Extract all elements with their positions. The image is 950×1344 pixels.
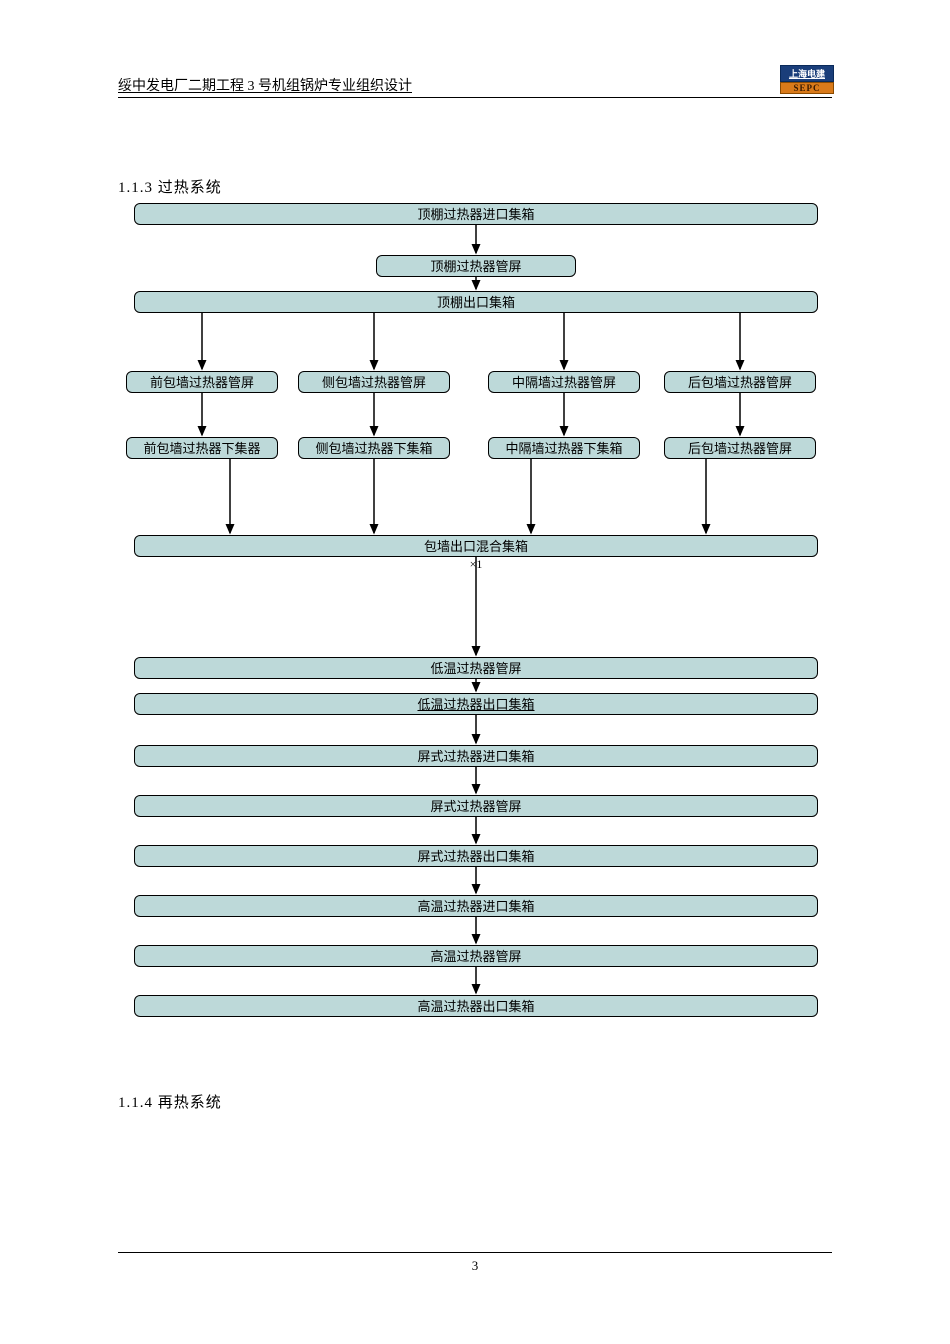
footer-rule bbox=[118, 1252, 832, 1253]
header-title: 绥中发电厂二期工程 3 号机组锅炉专业组织设计 bbox=[118, 75, 412, 95]
arrow-layer bbox=[126, 203, 826, 1073]
flow-node: 中隔墙过热器下集箱 bbox=[488, 437, 640, 459]
flow-node: 侧包墙过热器管屏 bbox=[298, 371, 450, 393]
page-header: 绥中发电厂二期工程 3 号机组锅炉专业组织设计 上海电建 SEPC bbox=[118, 75, 832, 98]
flow-node: 屏式过热器出口集箱 bbox=[134, 845, 818, 867]
flow-node: 屏式过热器管屏 bbox=[134, 795, 818, 817]
flow-node: 顶棚过热器进口集箱 bbox=[134, 203, 818, 225]
flow-node: 低温过热器管屏 bbox=[134, 657, 818, 679]
flow-node: 屏式过热器进口集箱 bbox=[134, 745, 818, 767]
flow-node: 低温过热器出口集箱 bbox=[134, 693, 818, 715]
flowchart-diagram: 顶棚过热器进口集箱顶棚过热器管屏顶棚出口集箱前包墙过热器管屏侧包墙过热器管屏中隔… bbox=[126, 203, 826, 1073]
flow-node: 中隔墙过热器管屏 bbox=[488, 371, 640, 393]
flow-node: 高温过热器管屏 bbox=[134, 945, 818, 967]
flow-node: 高温过热器进口集箱 bbox=[134, 895, 818, 917]
flow-node: 顶棚过热器管屏 bbox=[376, 255, 576, 277]
section-1-title: 1.1.3 过热系统 bbox=[118, 176, 832, 197]
flow-node: 高温过热器出口集箱 bbox=[134, 995, 818, 1017]
page-number: 3 bbox=[0, 1258, 950, 1274]
company-logo: 上海电建 SEPC bbox=[780, 65, 834, 91]
flow-node: 前包墙过热器管屏 bbox=[126, 371, 278, 393]
page-content: 绥中发电厂二期工程 3 号机组锅炉专业组织设计 上海电建 SEPC 1.1.3 … bbox=[118, 75, 832, 1112]
flow-node: 后包墙过热器管屏 bbox=[664, 437, 816, 459]
flow-node: 顶棚出口集箱 bbox=[134, 291, 818, 313]
logo-bottom-text: SEPC bbox=[780, 82, 834, 94]
flow-node: 前包墙过热器下集器 bbox=[126, 437, 278, 459]
flow-node: 侧包墙过热器下集箱 bbox=[298, 437, 450, 459]
flow-node: 后包墙过热器管屏 bbox=[664, 371, 816, 393]
section-2-title: 1.1.4 再热系统 bbox=[118, 1091, 832, 1112]
flow-node-sub: ×1 bbox=[134, 557, 818, 572]
flow-node: 包墙出口混合集箱 bbox=[134, 535, 818, 557]
logo-top-text: 上海电建 bbox=[780, 65, 834, 82]
